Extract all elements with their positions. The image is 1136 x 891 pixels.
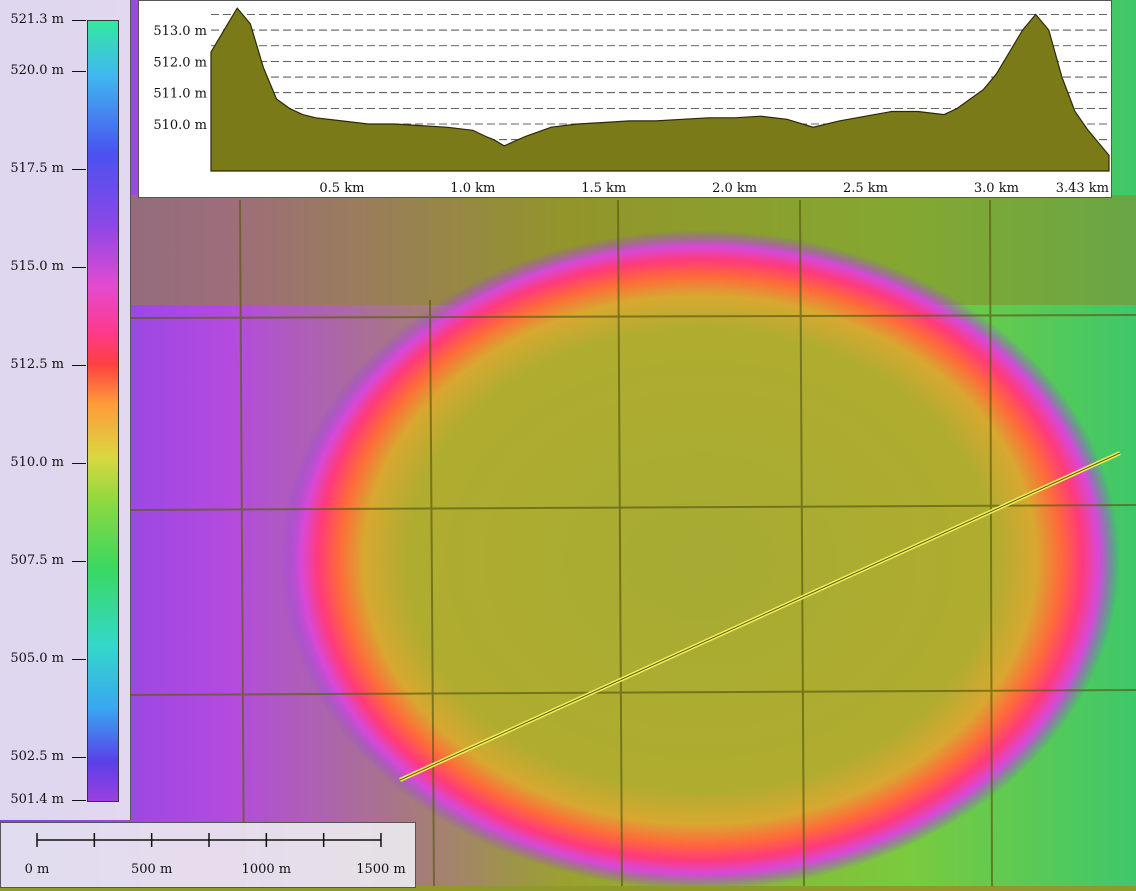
legend-tick-label: 502.5 m bbox=[10, 748, 64, 764]
profile-x-tick-label: 1.5 km bbox=[581, 181, 626, 196]
scale-bar-svg: 0 m 500 m 1000 m 1500 m bbox=[25, 833, 406, 877]
legend-tick-mark bbox=[72, 658, 86, 660]
profile-x-tick-label: 0.5 km bbox=[319, 181, 364, 196]
profile-area bbox=[210, 7, 1110, 172]
profile-x-tick-label: 1.0 km bbox=[450, 181, 495, 196]
profile-transect-line-core bbox=[399, 452, 1121, 781]
legend-tick-label: 520.0 m bbox=[10, 62, 64, 78]
elevation-legend: 521.3 m 520.0 m 517.5 m 515.0 m 512.5 m 510.0… bbox=[0, 0, 131, 820]
scale-bar-label: 1000 m bbox=[242, 862, 292, 877]
legend-tick-mark bbox=[72, 168, 86, 170]
legend-tick-label: 521.3 m bbox=[10, 12, 64, 27]
legend-tick-label: 505.0 m bbox=[10, 650, 64, 666]
scale-bar-label: 500 m bbox=[131, 862, 172, 877]
profile-x-tick-label: 3.43 km bbox=[1056, 181, 1109, 196]
legend-tick-mark bbox=[72, 20, 86, 21]
legend-tick-label: 507.5 m bbox=[10, 552, 64, 568]
legend-tick-label: 501.4 m bbox=[10, 792, 64, 807]
color-ramp bbox=[87, 20, 119, 802]
scale-bar-label: 1500 m bbox=[356, 862, 406, 877]
profile-x-tick-label: 2.5 km bbox=[843, 181, 888, 196]
profile-y-tick-label: 511.0 m bbox=[153, 87, 207, 102]
legend-tick-mark bbox=[72, 560, 86, 562]
legend-tick-mark bbox=[72, 800, 86, 801]
profile-y-tick-label: 510.0 m bbox=[153, 118, 207, 133]
scale-bar-label: 0 m bbox=[25, 862, 50, 877]
profile-x-tick-label: 3.0 km bbox=[974, 181, 1019, 196]
legend-tick-label: 517.5 m bbox=[10, 160, 64, 176]
crater-bowl bbox=[280, 230, 1120, 890]
profile-y-tick-label: 512.0 m bbox=[153, 55, 207, 70]
elevation-profile-chart: 513.0 m 512.0 m 511.0 m 510.0 m 0.5 km 1.0 km… bbox=[138, 0, 1112, 198]
profile-x-tick-label: 2.0 km bbox=[712, 181, 757, 196]
field-roads bbox=[129, 199, 1136, 887]
legend-tick-mark bbox=[72, 462, 86, 464]
legend-tick-mark bbox=[72, 364, 86, 366]
profile-y-tick-label: 513.0 m bbox=[153, 24, 207, 39]
legend-tick-label: 515.0 m bbox=[10, 258, 64, 274]
legend-tick-mark bbox=[72, 266, 86, 268]
legend-tick-mark bbox=[72, 756, 86, 758]
legend-tick-label: 512.5 m bbox=[10, 356, 64, 372]
legend-tick-mark bbox=[72, 70, 86, 72]
legend-tick-label: 510.0 m bbox=[10, 454, 64, 470]
scale-bar: 0 m 500 m 1000 m 1500 m bbox=[0, 822, 416, 888]
profile-svg: 513.0 m 512.0 m 511.0 m 510.0 m 0.5 km 1.0 km… bbox=[153, 7, 1110, 196]
